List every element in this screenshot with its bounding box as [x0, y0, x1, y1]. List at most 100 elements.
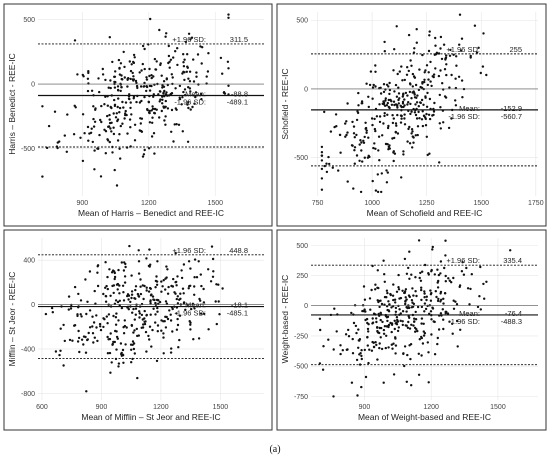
data-point: [360, 102, 363, 105]
data-point: [398, 97, 401, 100]
data-point: [132, 75, 135, 78]
data-point: [391, 294, 395, 297]
data-point: [132, 307, 135, 311]
data-point: [384, 99, 387, 102]
data-point: [148, 121, 152, 124]
data-point: [84, 278, 87, 281]
data-point: [108, 351, 112, 355]
data-point: [376, 329, 379, 333]
data-point: [67, 308, 71, 311]
data-point: [363, 348, 366, 352]
data-point: [367, 136, 370, 139]
data-point: [346, 180, 349, 183]
data-point: [66, 113, 69, 116]
data-point: [179, 297, 182, 300]
data-point: [426, 153, 429, 157]
data-point: [423, 302, 427, 305]
data-point: [178, 97, 182, 101]
data-point: [413, 76, 417, 79]
data-point: [421, 110, 424, 113]
data-point: [376, 269, 379, 272]
data-point: [122, 332, 126, 335]
data-point: [128, 244, 131, 248]
data-point: [156, 330, 159, 333]
data-point: [388, 81, 391, 85]
data-point: [127, 298, 130, 301]
data-point: [181, 72, 184, 75]
data-point: [327, 155, 330, 159]
data-point: [371, 179, 374, 183]
data-point: [409, 112, 412, 116]
data-point: [113, 86, 117, 89]
data-point: [379, 311, 382, 314]
data-point: [452, 307, 456, 310]
data-point: [114, 70, 117, 73]
data-point: [455, 303, 459, 306]
data-point: [104, 261, 107, 264]
x-tick-label: 900: [96, 404, 108, 411]
data-point: [389, 321, 392, 325]
data-point: [114, 80, 117, 84]
data-point: [387, 309, 390, 312]
data-point: [380, 190, 383, 194]
data-point: [169, 319, 173, 322]
data-point: [151, 105, 154, 108]
y-tick-label: 0: [304, 303, 308, 310]
data-point: [211, 257, 215, 261]
data-point: [164, 288, 167, 291]
data-point: [367, 105, 370, 109]
data-point: [109, 332, 112, 335]
data-point: [439, 260, 443, 263]
data-point: [351, 352, 355, 355]
data-point: [433, 353, 437, 356]
panel-4: 900 1200 1500 -750 -500 -250 0 250 500 Mean of We…: [276, 229, 547, 431]
data-point: [428, 30, 431, 33]
data-point: [443, 292, 447, 295]
data-point: [203, 312, 206, 316]
data-point: [357, 91, 360, 95]
data-point: [347, 328, 350, 332]
data-point: [149, 300, 152, 303]
data-point: [116, 288, 119, 291]
data-point: [176, 275, 179, 278]
data-point: [131, 78, 134, 81]
data-point: [210, 245, 214, 248]
data-point: [355, 118, 359, 122]
data-point: [116, 337, 120, 340]
data-point: [153, 111, 156, 115]
data-point: [322, 345, 325, 348]
data-point: [356, 394, 359, 397]
data-point: [78, 350, 81, 354]
data-point: [421, 270, 424, 273]
data-point: [182, 90, 185, 94]
data-point: [162, 105, 166, 109]
data-point: [380, 326, 383, 330]
data-point: [85, 390, 88, 393]
data-point: [438, 122, 441, 125]
x-tick-label: 1500: [207, 200, 223, 207]
data-point: [99, 118, 102, 122]
data-point: [350, 144, 354, 147]
data-point: [161, 95, 164, 98]
data-point: [123, 275, 127, 278]
annotation-label: Mean:: [459, 104, 480, 113]
data-point: [373, 142, 376, 145]
data-point: [475, 51, 479, 54]
data-point: [413, 91, 416, 95]
data-point: [382, 83, 386, 86]
data-point: [85, 312, 88, 316]
data-point: [391, 347, 394, 350]
data-point: [211, 275, 215, 278]
data-point: [473, 24, 477, 27]
data-point: [345, 133, 348, 137]
data-point: [193, 276, 196, 279]
data-point: [403, 104, 406, 107]
data-point: [325, 170, 329, 174]
data-point: [95, 314, 98, 317]
data-point: [321, 368, 325, 371]
data-point: [175, 312, 178, 315]
data-point: [58, 140, 61, 143]
data-point: [394, 301, 397, 304]
data-point: [122, 50, 125, 54]
data-point: [195, 71, 198, 74]
